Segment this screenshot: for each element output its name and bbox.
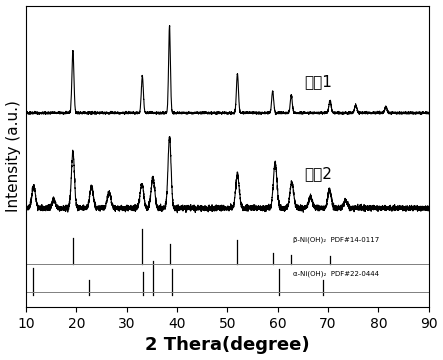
Text: β-Ni(OH)₂  PDF#14-0117: β-Ni(OH)₂ PDF#14-0117 bbox=[293, 236, 379, 243]
X-axis label: 2 Thera(degree): 2 Thera(degree) bbox=[145, 337, 310, 355]
Text: α-Ni(OH)₂  PDF#22-0444: α-Ni(OH)₂ PDF#22-0444 bbox=[293, 270, 379, 276]
Y-axis label: Intensity (a.u.): Intensity (a.u.) bbox=[6, 100, 20, 212]
Text: 案例1: 案例1 bbox=[304, 74, 332, 89]
Text: 案例2: 案例2 bbox=[304, 166, 332, 181]
